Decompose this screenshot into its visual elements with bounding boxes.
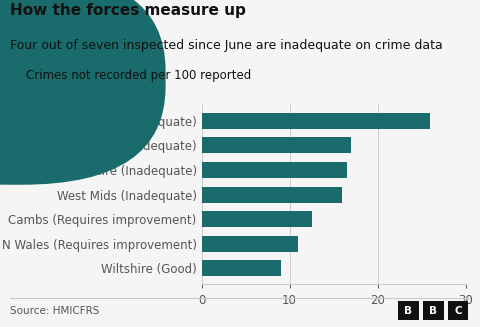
Text: Source: HMICFRS: Source: HMICFRS bbox=[10, 306, 99, 316]
Bar bbox=[202, 236, 299, 252]
Bar bbox=[202, 211, 312, 227]
Bar bbox=[202, 137, 351, 153]
Bar bbox=[202, 113, 431, 129]
Text: C: C bbox=[455, 306, 462, 316]
Text: B: B bbox=[405, 306, 412, 316]
Text: How the forces measure up: How the forces measure up bbox=[10, 3, 245, 18]
Text: B: B bbox=[430, 306, 437, 316]
Bar bbox=[202, 260, 281, 276]
Bar bbox=[202, 162, 347, 178]
Bar bbox=[202, 187, 342, 202]
Text: Crimes not recorded per 100 reported: Crimes not recorded per 100 reported bbox=[26, 69, 252, 82]
Text: Four out of seven inspected since June are inadequate on crime data: Four out of seven inspected since June a… bbox=[10, 39, 443, 52]
